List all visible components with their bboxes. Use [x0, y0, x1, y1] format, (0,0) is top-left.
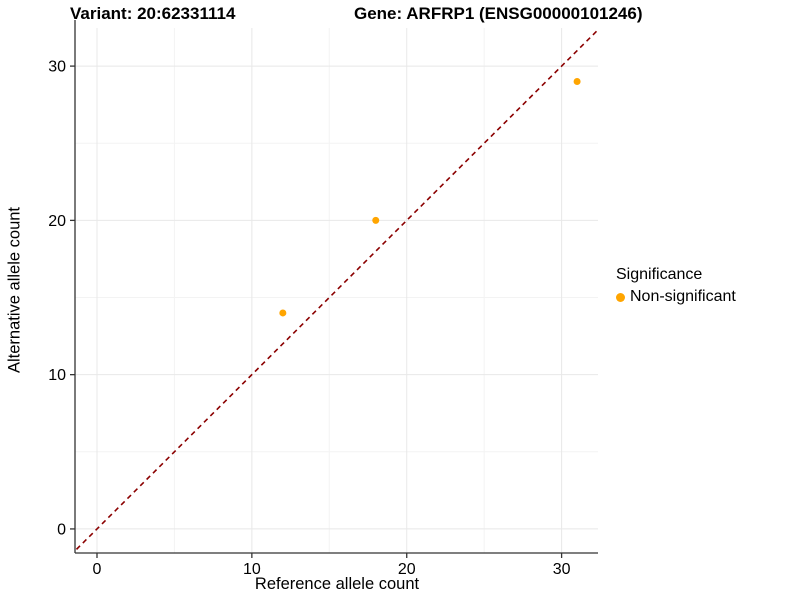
legend-point-icon: [616, 292, 625, 302]
data-point: [279, 309, 287, 317]
identity-line: [75, 28, 598, 552]
y-tick-label: 0: [57, 521, 66, 538]
legend: Significance Non-significant: [616, 266, 736, 306]
data-point: [372, 216, 380, 224]
y-tick-label: 10: [48, 367, 66, 384]
x-tick-label: 0: [93, 561, 102, 578]
y-axis-title: Alternative allele count: [5, 206, 24, 374]
x-tick-label: 30: [553, 561, 571, 578]
gene-title: Gene: ARFRP1 (ENSG00000101246): [354, 4, 643, 23]
x-axis-title: Reference allele count: [254, 575, 420, 593]
x-tick-label: 10: [243, 561, 261, 578]
legend-item-label: Non-significant: [630, 288, 736, 305]
variant-title: Variant: 20:62331114: [70, 4, 236, 23]
legend-item: Non-significant: [616, 288, 736, 306]
x-tick-label: 20: [398, 561, 416, 578]
data-point: [573, 78, 581, 86]
legend-title: Significance: [616, 266, 703, 283]
y-tick-label: 30: [48, 59, 66, 76]
y-tick-label: 20: [48, 213, 66, 230]
